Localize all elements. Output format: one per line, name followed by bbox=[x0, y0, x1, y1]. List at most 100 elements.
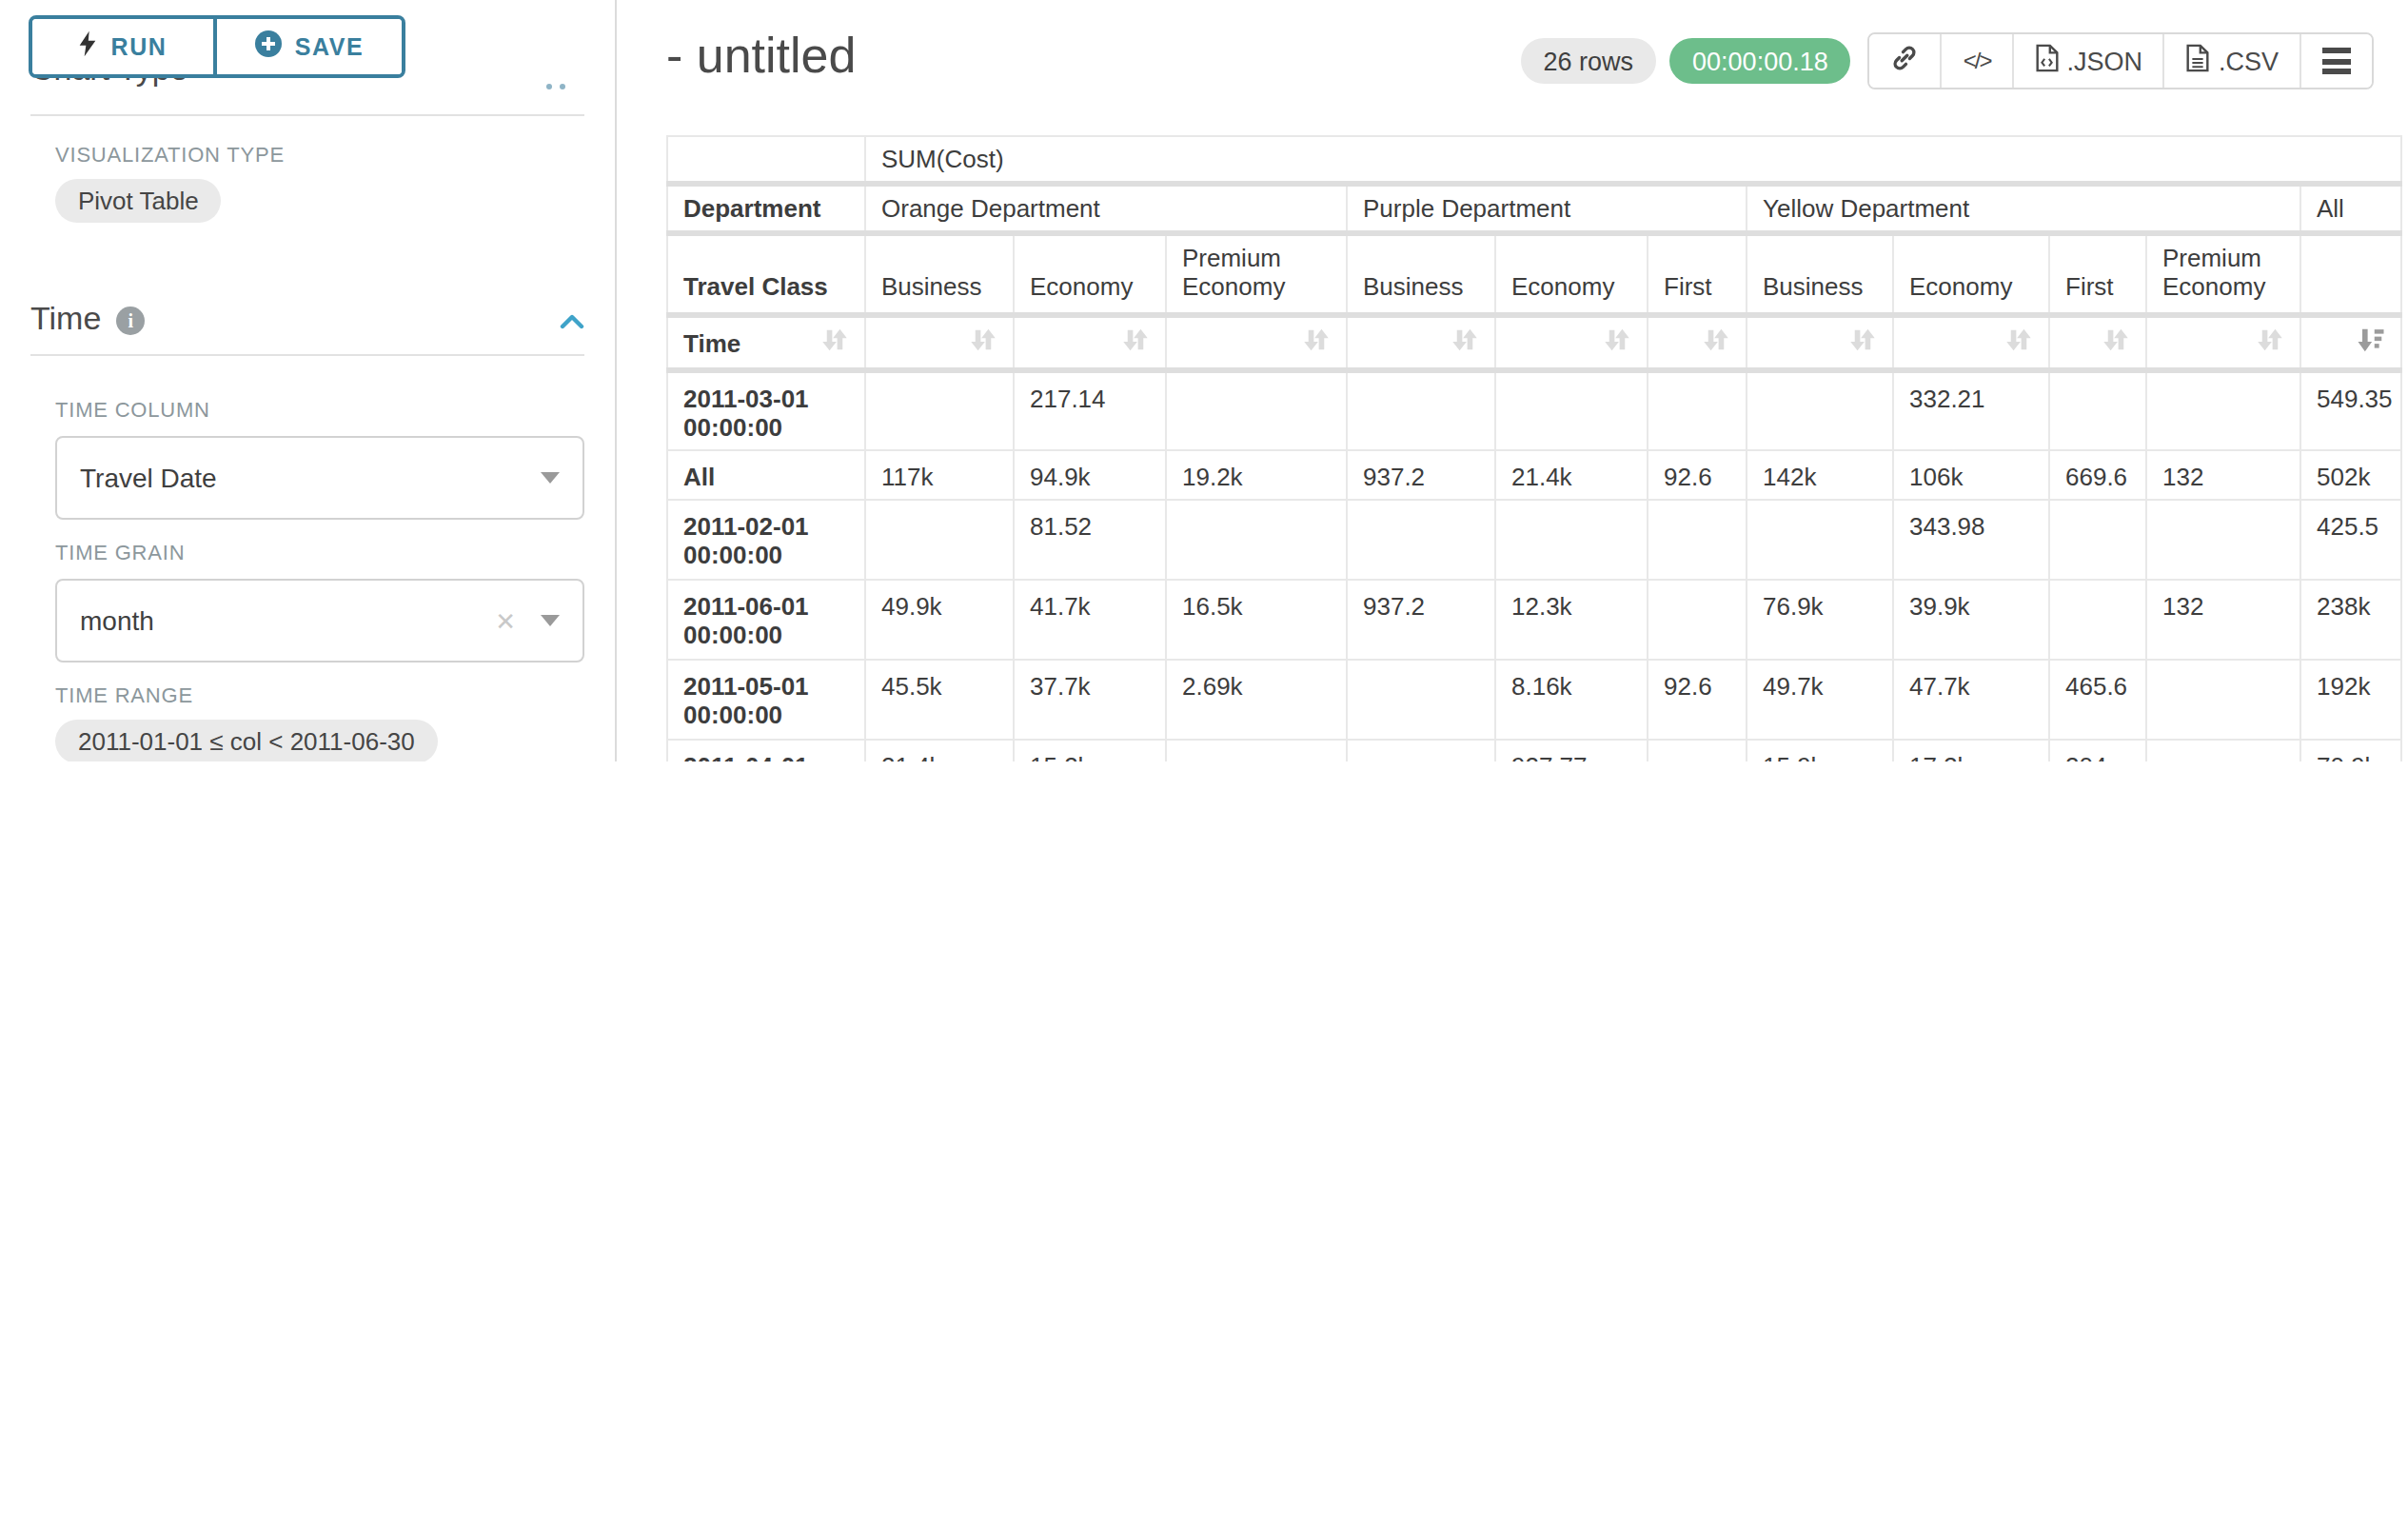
sort-icon[interactable] bbox=[1302, 326, 1331, 360]
time-range-pill[interactable]: 2011-01-01 ≤ col < 2011-06-30 bbox=[55, 720, 438, 762]
pivot-value-cell: 332.21 bbox=[1893, 370, 2049, 450]
travel-class-header: Premium Economy bbox=[2146, 233, 2300, 315]
explore-page: Chart Type RUN SAVE VISUA bbox=[0, 0, 2408, 762]
sortable-column-header bbox=[1648, 315, 1747, 370]
query-timer-badge: 00:00:00.18 bbox=[1669, 38, 1851, 84]
sort-icon[interactable] bbox=[1603, 326, 1631, 360]
department-group-header: Purple Department bbox=[1347, 184, 1747, 233]
sort-icon[interactable] bbox=[1702, 326, 1730, 360]
sort-icon[interactable] bbox=[1451, 326, 1479, 360]
pivot-value-cell bbox=[1648, 500, 1747, 580]
pivot-value-cell: 45.5k bbox=[865, 660, 1014, 740]
view-query-button[interactable]: </> bbox=[1941, 34, 2012, 88]
page-title: - untitled bbox=[666, 27, 856, 86]
pivot-value-cell bbox=[1747, 500, 1893, 580]
sortable-column-header bbox=[1166, 315, 1347, 370]
pivot-value-cell: 37.7k bbox=[1014, 660, 1166, 740]
table-row: All117k94.9k19.2k937.221.4k92.6142k106k6… bbox=[667, 450, 2401, 500]
pivot-row-header: 2011-04-01 00:00:00 bbox=[667, 740, 865, 762]
pivot-corner-cell bbox=[667, 136, 865, 184]
pivot-value-cell bbox=[1747, 370, 1893, 450]
pivot-value-cell: 937.2 bbox=[1347, 580, 1495, 660]
sort-icon[interactable] bbox=[2256, 326, 2284, 360]
pivot-value-cell bbox=[865, 370, 1014, 450]
chevron-up-icon[interactable] bbox=[560, 303, 584, 337]
metric-header: SUM(Cost) bbox=[865, 136, 2401, 184]
column-axis-label: Department bbox=[667, 184, 865, 233]
all-subheader-blank bbox=[2300, 233, 2401, 315]
travel-class-header: Business bbox=[1347, 233, 1495, 315]
link-icon bbox=[1891, 44, 1920, 78]
time-column-select[interactable]: Travel Date bbox=[55, 436, 584, 520]
caret-down-icon[interactable] bbox=[541, 615, 560, 626]
all-column-header: All bbox=[2300, 184, 2401, 233]
pivot-table: SUM(Cost)DepartmentOrange DepartmentPurp… bbox=[666, 135, 2402, 762]
travel-class-header: Economy bbox=[1893, 233, 2049, 315]
sort-icon[interactable] bbox=[2102, 326, 2130, 360]
travel-class-header: Premium Economy bbox=[1166, 233, 1347, 315]
sort-icon[interactable] bbox=[969, 326, 997, 360]
pivot-value-cell: 92.6 bbox=[1648, 660, 1747, 740]
time-section-title: Time bbox=[30, 301, 101, 339]
sortable-column-header bbox=[1347, 315, 1495, 370]
visualization-type-pill[interactable]: Pivot Table bbox=[55, 179, 222, 223]
plus-circle-icon bbox=[255, 30, 282, 63]
pivot-value-cell bbox=[2146, 660, 2300, 740]
sort-icon[interactable] bbox=[1121, 326, 1150, 360]
run-button[interactable]: RUN bbox=[32, 19, 217, 74]
department-group-header: Orange Department bbox=[865, 184, 1347, 233]
table-row: 2011-05-01 00:00:0045.5k37.7k2.69k8.16k9… bbox=[667, 660, 2401, 740]
pivot-value-cell bbox=[2049, 370, 2146, 450]
pivot-value-cell bbox=[1347, 370, 1495, 450]
pivot-value-cell: 21.4k bbox=[1495, 450, 1648, 500]
pivot-value-cell: 217.14 bbox=[1014, 370, 1166, 450]
sort-icon[interactable] bbox=[2004, 326, 2033, 360]
sortable-column-header bbox=[1893, 315, 2049, 370]
sortable-column-header-active bbox=[2300, 315, 2401, 370]
chart-header-actions: 26 rows 00:00:00.18 </> bbox=[1521, 32, 2375, 89]
share-link-button[interactable] bbox=[1870, 34, 1941, 88]
pivot-value-cell bbox=[2146, 740, 2300, 762]
caret-down-icon[interactable] bbox=[541, 472, 560, 484]
table-row: 2011-02-01 00:00:0081.52343.98425.5 bbox=[667, 500, 2401, 580]
overflow-dots bbox=[546, 84, 565, 89]
pivot-value-cell: 117k bbox=[865, 450, 1014, 500]
pivot-value-cell: 81.52 bbox=[1014, 500, 1166, 580]
section-divider bbox=[30, 354, 584, 356]
sort-icon[interactable] bbox=[820, 326, 849, 360]
pivot-value-cell: 15.9k bbox=[1747, 740, 1893, 762]
time-grain-select[interactable]: month ✕ bbox=[55, 579, 584, 663]
export-json-button[interactable]: .JSON bbox=[2011, 34, 2163, 88]
pivot-value-cell: 204 bbox=[2049, 740, 2146, 762]
pivot-value-cell: 94.9k bbox=[1014, 450, 1166, 500]
pivot-value-cell: 41.7k bbox=[1014, 580, 1166, 660]
pivot-value-cell: 16.5k bbox=[1166, 580, 1347, 660]
save-button[interactable]: SAVE bbox=[217, 19, 402, 74]
sort-desc-icon[interactable] bbox=[2357, 326, 2385, 360]
clear-icon[interactable]: ✕ bbox=[495, 606, 516, 635]
pivot-value-cell: 927.77 bbox=[1495, 740, 1648, 762]
chart-menu-button[interactable] bbox=[2299, 34, 2372, 88]
code-icon: </> bbox=[1964, 48, 1991, 74]
pivot-value-cell: 92.6 bbox=[1648, 450, 1747, 500]
pivot-value-cell: 465.6 bbox=[2049, 660, 2146, 740]
sortable-column-header bbox=[1495, 315, 1648, 370]
travel-class-header: Economy bbox=[1495, 233, 1648, 315]
pivot-value-cell: 49.7k bbox=[1747, 660, 1893, 740]
table-row: 2011-06-01 00:00:0049.9k41.7k16.5k937.21… bbox=[667, 580, 2401, 660]
sortable-column-header bbox=[1014, 315, 1166, 370]
pivot-value-cell: 12.3k bbox=[1495, 580, 1648, 660]
table-row: 2011-04-01 00:00:0021.4k15.2k927.7715.9k… bbox=[667, 740, 2401, 762]
pivot-value-cell: 937.2 bbox=[1347, 450, 1495, 500]
sort-icon[interactable] bbox=[1848, 326, 1877, 360]
travel-class-header: First bbox=[2049, 233, 2146, 315]
sortable-column-header bbox=[2049, 315, 2146, 370]
pivot-row-header: 2011-06-01 00:00:00 bbox=[667, 580, 865, 660]
export-csv-button[interactable]: .CSV bbox=[2163, 34, 2299, 88]
pivot-value-cell bbox=[1166, 740, 1347, 762]
pivot-row-header: All bbox=[667, 450, 865, 500]
pivot-value-cell bbox=[865, 500, 1014, 580]
pivot-value-cell: 15.2k bbox=[1014, 740, 1166, 762]
pivot-value-cell: 549.35 bbox=[2300, 370, 2401, 450]
pivot-value-cell: 669.6 bbox=[2049, 450, 2146, 500]
